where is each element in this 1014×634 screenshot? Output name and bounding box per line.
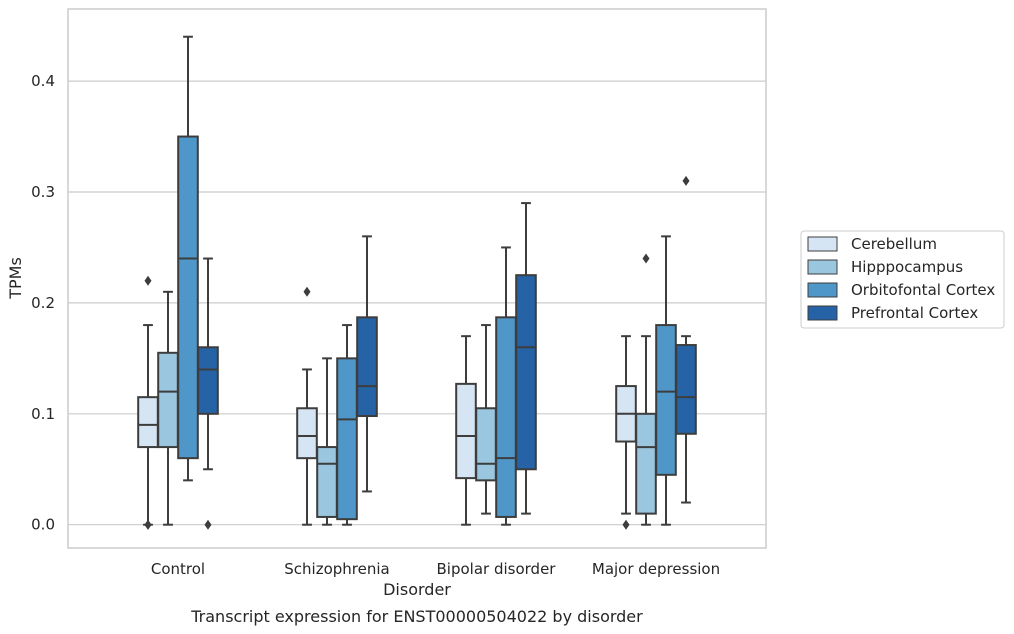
plot-frame bbox=[67, 8, 767, 549]
box-iqr bbox=[177, 135, 199, 460]
box-iqr bbox=[495, 316, 517, 518]
outlier-point bbox=[682, 175, 690, 186]
box-iqr bbox=[455, 382, 477, 480]
legend-swatch bbox=[807, 236, 838, 252]
box-iqr bbox=[475, 407, 497, 482]
y-tick-label: 0.3 bbox=[31, 183, 55, 201]
legend-swatch bbox=[807, 282, 838, 298]
box-iqr bbox=[635, 412, 657, 515]
legend-frame bbox=[800, 230, 1005, 329]
x-axis-ticks: Control Schizophrenia Bipolar disorder Majo… bbox=[151, 560, 720, 578]
box-cerebellum bbox=[296, 286, 318, 526]
box-iqr bbox=[356, 316, 378, 418]
chart-caption: Transcript expression for ENST0000050402… bbox=[190, 607, 643, 626]
box-iqr bbox=[157, 351, 179, 449]
box-iqr bbox=[316, 446, 338, 518]
x-tick-label: Schizophrenia bbox=[284, 560, 389, 578]
box-iqr bbox=[515, 274, 537, 471]
legend-label: Prefrontal Cortex bbox=[851, 304, 978, 322]
box-iqr bbox=[655, 324, 677, 476]
y-tick-label: 0.1 bbox=[31, 405, 55, 423]
legend-label: Orbitofontal Cortex bbox=[851, 281, 995, 299]
outlier-point bbox=[642, 253, 650, 264]
y-axis-title: TPMs bbox=[6, 257, 25, 300]
y-tick-label: 0.2 bbox=[31, 294, 55, 312]
box-orbitofontal-cortex bbox=[177, 35, 199, 482]
box-cerebellum bbox=[615, 335, 637, 530]
outlier-point bbox=[144, 275, 152, 286]
box-iqr bbox=[675, 344, 697, 435]
box-prefrontal-cortex bbox=[515, 202, 537, 515]
y-tick-label: 0.4 bbox=[31, 72, 55, 90]
outlier-point bbox=[303, 286, 311, 297]
box-iqr bbox=[197, 346, 219, 415]
box-cerebellum bbox=[137, 275, 159, 530]
box-prefrontal-cortex bbox=[356, 235, 378, 493]
x-axis-title: Disorder bbox=[383, 580, 451, 599]
box-hipppocampus bbox=[635, 253, 657, 526]
y-axis-ticks: 0.0 0.1 0.2 0.3 0.4 bbox=[31, 72, 55, 534]
legend-swatch bbox=[807, 259, 838, 275]
x-tick-label: Major depression bbox=[592, 560, 720, 578]
box-iqr bbox=[137, 396, 159, 449]
outlier-point bbox=[144, 519, 152, 530]
legend-swatch bbox=[807, 305, 838, 321]
box-prefrontal-cortex bbox=[675, 175, 697, 504]
box-iqr bbox=[296, 407, 318, 460]
x-tick-label: Control bbox=[151, 560, 205, 578]
outlier-point bbox=[622, 519, 630, 530]
legend: Cerebellum Hipppocampus Orbitofontal Corte… bbox=[800, 230, 1005, 329]
box-prefrontal-cortex bbox=[197, 257, 219, 530]
box-groups bbox=[137, 35, 697, 530]
box-iqr bbox=[336, 357, 358, 521]
legend-label: Hipppocampus bbox=[851, 258, 963, 276]
box-cerebellum bbox=[455, 335, 477, 526]
box-orbitofontal-cortex bbox=[336, 324, 358, 526]
outlier-point bbox=[204, 519, 212, 530]
y-tick-label: 0.0 bbox=[31, 516, 55, 534]
box-hipppocampus bbox=[475, 324, 497, 515]
legend-label: Cerebellum bbox=[851, 235, 937, 253]
x-tick-label: Bipolar disorder bbox=[437, 560, 557, 578]
